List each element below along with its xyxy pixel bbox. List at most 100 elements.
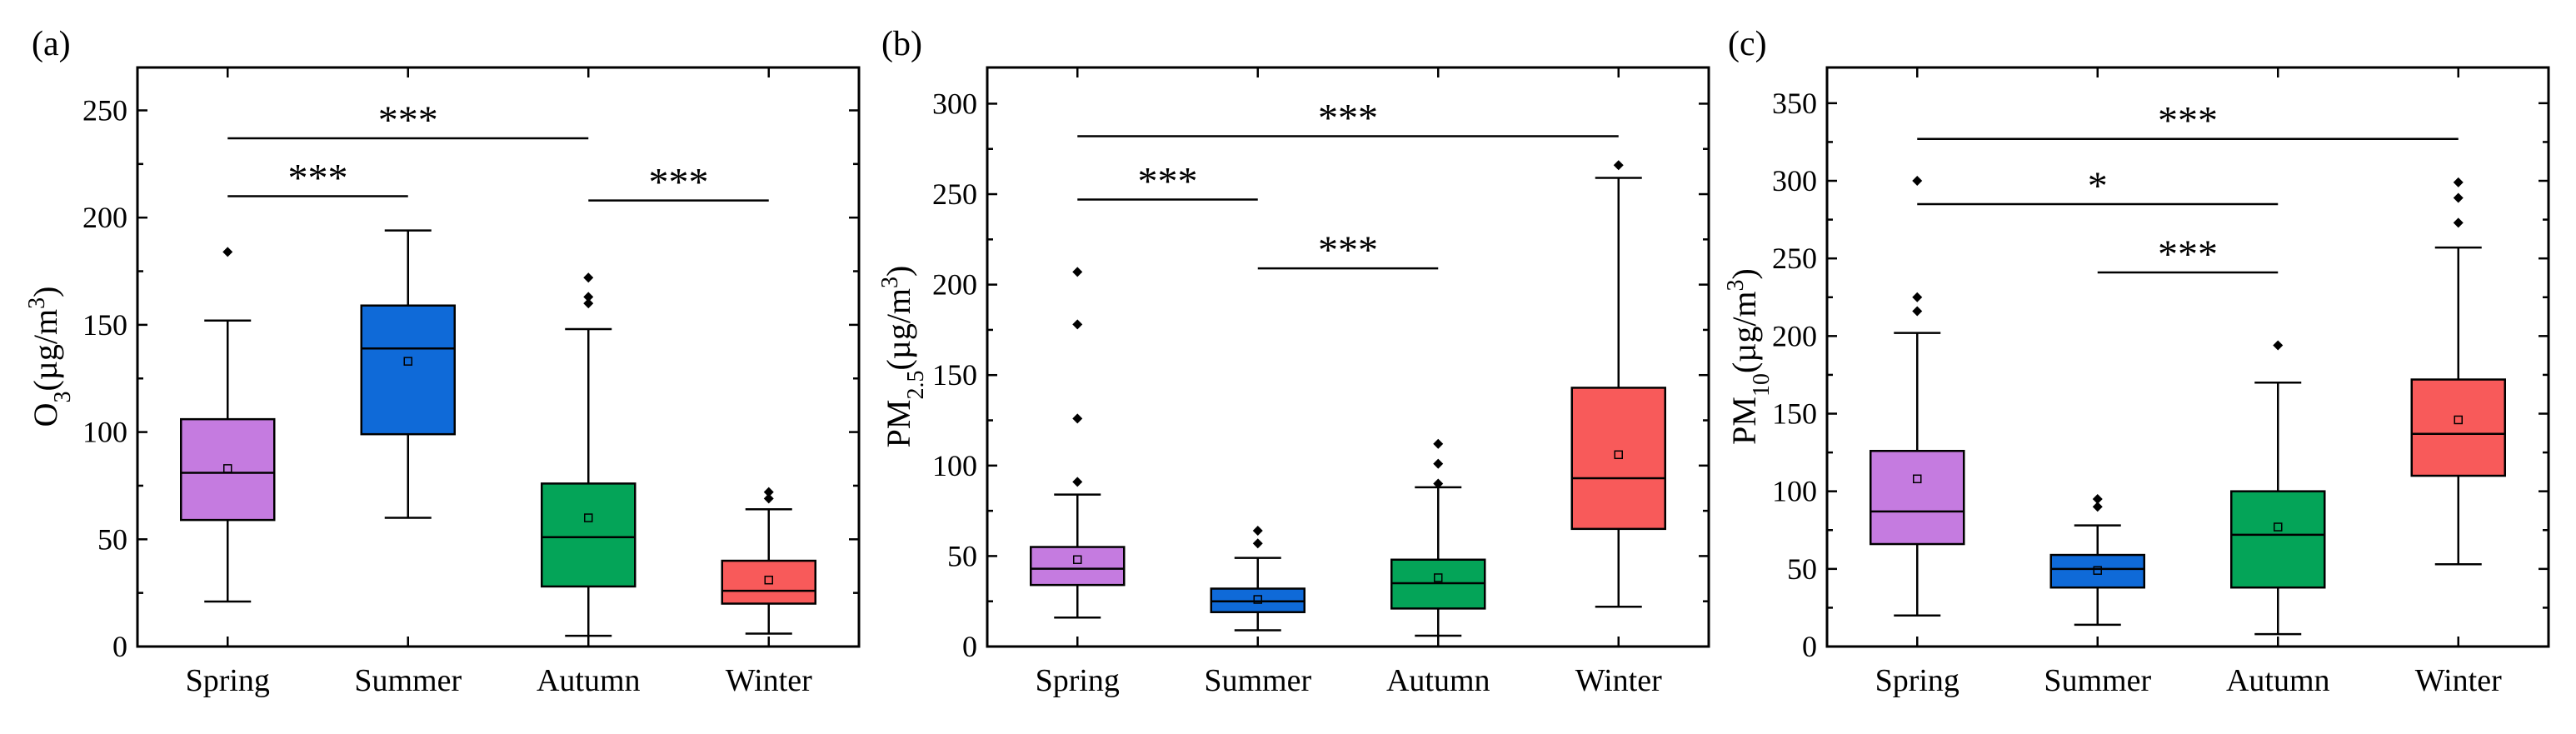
box-summer xyxy=(2049,493,2145,627)
outlier-point xyxy=(2453,192,2464,203)
y-tick-label: 250 xyxy=(932,177,977,211)
outlier-point xyxy=(222,247,233,257)
mean-marker xyxy=(764,575,773,585)
panel-label: (a) xyxy=(32,25,71,63)
panel-b: (b) *** *** *** 0 50 100 150 200 250 300 Spring Su… xyxy=(877,25,1710,698)
outlier-point xyxy=(583,292,594,302)
box-spring xyxy=(1870,176,1965,617)
outlier-point xyxy=(1072,319,1083,330)
outlier-point xyxy=(1912,292,1923,302)
outlier-point xyxy=(1252,538,1263,549)
mean-marker xyxy=(403,357,412,366)
mean-marker xyxy=(1913,474,1922,484)
y-tick-label: 0 xyxy=(112,630,127,663)
y-axis-title: PM10(µg/m3) xyxy=(1723,268,1775,445)
mean-marker xyxy=(584,513,593,522)
outlier-point xyxy=(583,298,594,309)
x-category-label: Spring xyxy=(186,663,270,698)
significance-spring-autumn: *** xyxy=(227,98,589,142)
y-axis-title: PM2.5(µg/m3) xyxy=(877,266,929,448)
outlier-point xyxy=(2453,177,2464,187)
y-tick-label: 100 xyxy=(932,449,977,482)
panel-label: (c) xyxy=(1728,25,1767,63)
panel-label: (b) xyxy=(881,25,922,63)
significance-label: *** xyxy=(1318,228,1378,272)
mean-marker xyxy=(1253,595,1262,604)
iqr-box xyxy=(1030,546,1126,587)
iqr-box xyxy=(2410,378,2506,477)
iqr-box xyxy=(2049,553,2145,589)
y-tick-label: 50 xyxy=(97,522,127,556)
box-summer xyxy=(1210,526,1305,632)
significance-summer-autumn: *** xyxy=(1257,228,1439,272)
significance-spring-winter: *** xyxy=(1917,99,2459,143)
significance-label: * xyxy=(2088,164,2108,208)
x-category-label: Winter xyxy=(1575,663,1662,698)
x-category-label: Spring xyxy=(1875,663,1959,698)
outlier-point xyxy=(1072,267,1083,277)
plot-frame xyxy=(986,66,1710,648)
mean-marker xyxy=(2093,566,2102,575)
box-summer xyxy=(360,229,456,519)
significance-label: *** xyxy=(378,98,438,142)
outlier-point xyxy=(1433,478,1444,489)
significance-label: *** xyxy=(1138,160,1198,204)
x-category-label: Summer xyxy=(1204,663,1311,698)
y-tick-label: 100 xyxy=(82,416,127,449)
significance-label: *** xyxy=(2158,99,2218,143)
x-category-label: Summer xyxy=(2044,663,2151,698)
outlier-point xyxy=(1912,306,1923,317)
box-spring xyxy=(1030,267,1126,619)
significance-autumn-winter: *** xyxy=(588,161,769,205)
iqr-box xyxy=(2230,490,2326,589)
significance-spring-winter: *** xyxy=(1077,97,1619,141)
x-category-label: Summer xyxy=(354,663,462,698)
outlier-point xyxy=(1433,438,1444,449)
iqr-box xyxy=(541,482,637,588)
significance-label: *** xyxy=(1318,97,1378,141)
y-tick-label: 150 xyxy=(82,308,127,342)
box-autumn xyxy=(2230,340,2326,636)
y-tick-label: 250 xyxy=(1772,242,1817,275)
mean-marker xyxy=(223,464,232,473)
outlier-point xyxy=(2092,493,2103,504)
significance-summer-autumn: *** xyxy=(2097,232,2279,277)
y-tick-label: 250 xyxy=(82,93,127,127)
outlier-point xyxy=(2092,502,2103,512)
outlier-point xyxy=(763,487,774,497)
y-axis-title: O3(µg/m3) xyxy=(24,287,76,427)
significance-label: *** xyxy=(2158,232,2218,277)
outlier-point xyxy=(1072,413,1083,424)
box-winter xyxy=(721,487,816,635)
x-category-label: Autumn xyxy=(1386,663,1490,698)
y-tick-label: 300 xyxy=(1772,164,1817,197)
y-tick-label: 150 xyxy=(932,358,977,392)
box-autumn xyxy=(1390,438,1486,637)
y-tick-label: 200 xyxy=(82,201,127,234)
significance-label: *** xyxy=(288,156,348,200)
outlier-point xyxy=(2453,217,2464,228)
outlier-point xyxy=(1252,526,1263,536)
outlier-point xyxy=(2273,340,2284,351)
box-winter xyxy=(2410,177,2506,566)
significance-spring-summer: *** xyxy=(227,156,408,200)
x-category-label: Winter xyxy=(2415,663,2502,698)
y-tick-label: 50 xyxy=(1787,552,1817,586)
mean-marker xyxy=(2454,415,2463,425)
x-category-label: Winter xyxy=(726,663,812,698)
x-category-label: Autumn xyxy=(537,663,641,698)
significance-spring-autumn: * xyxy=(1917,164,2279,208)
box-autumn xyxy=(541,272,637,637)
iqr-box xyxy=(1870,449,1965,546)
outlier-point xyxy=(1072,477,1083,487)
iqr-box xyxy=(180,417,276,522)
plot-frame xyxy=(136,66,861,648)
y-tick-label: 100 xyxy=(1772,475,1817,508)
box-spring xyxy=(180,247,276,603)
mean-marker xyxy=(1434,573,1443,582)
outlier-point xyxy=(763,493,774,504)
outlier-point xyxy=(1613,160,1624,171)
y-tick-label: 0 xyxy=(962,630,977,663)
y-tick-label: 0 xyxy=(1802,630,1817,663)
